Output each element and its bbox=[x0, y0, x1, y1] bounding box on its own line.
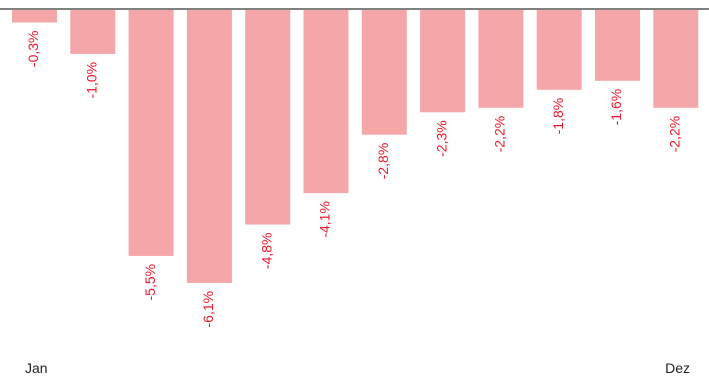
bar bbox=[478, 9, 523, 108]
bar-value-label: -0,3% bbox=[25, 31, 41, 68]
bar bbox=[70, 9, 115, 54]
bars-layer bbox=[12, 9, 698, 283]
bar bbox=[595, 9, 640, 81]
bar-value-label: -5,5% bbox=[142, 264, 158, 301]
bar-value-label: -2,2% bbox=[667, 116, 683, 153]
bar bbox=[129, 9, 174, 256]
bar-value-label: -4,8% bbox=[258, 233, 274, 270]
bar-value-label: -6,1% bbox=[200, 291, 216, 328]
x-axis-end-label: Dez bbox=[665, 360, 690, 376]
bar-value-label: -1,0% bbox=[84, 62, 100, 99]
bar bbox=[12, 9, 57, 23]
bar bbox=[537, 9, 582, 90]
bar bbox=[245, 9, 290, 225]
bar-value-label: -2,8% bbox=[375, 143, 391, 180]
x-axis-start-label: Jan bbox=[25, 360, 48, 376]
bar-value-label: -4,1% bbox=[317, 201, 333, 238]
bar bbox=[653, 9, 698, 108]
data-labels-layer: -0,3% -1,0% -5,5% -6,1% -4,8% -4,1% -2,8% -2,3%… bbox=[25, 31, 682, 328]
bar-value-label: -1,8% bbox=[550, 98, 566, 135]
bar-value-label: -1,6% bbox=[608, 89, 624, 126]
bar-value-label: -2,3% bbox=[433, 120, 449, 157]
bar bbox=[304, 9, 349, 193]
bar-value-label: -2,2% bbox=[492, 116, 508, 153]
bar bbox=[420, 9, 465, 112]
bar bbox=[187, 9, 232, 283]
bar bbox=[362, 9, 407, 135]
